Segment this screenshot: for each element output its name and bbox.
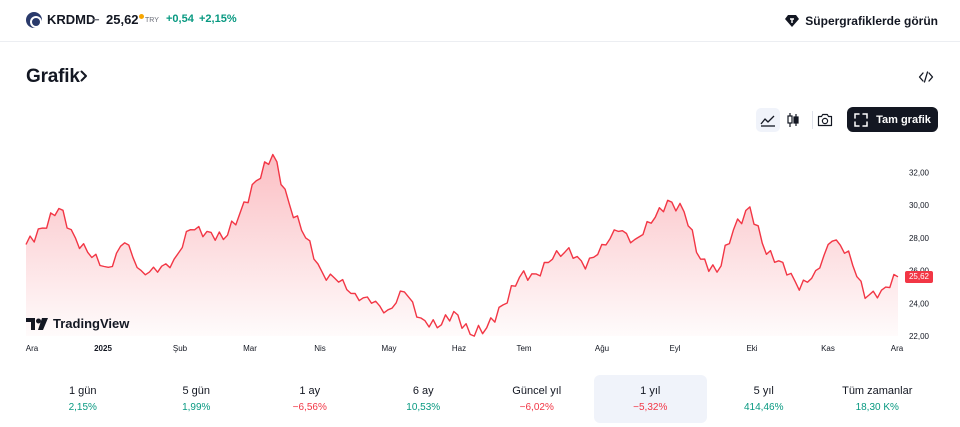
fullscreen-icon <box>854 112 868 127</box>
period-label: 1 yıl <box>640 385 661 397</box>
chevron-right-icon[interactable] <box>80 70 88 82</box>
y-tick-label: 30,00 <box>909 201 930 210</box>
x-tick-label: Mar <box>243 344 257 353</box>
x-tick-label: Şub <box>173 344 188 353</box>
period-label: Tüm zamanlar <box>842 385 913 397</box>
tradingview-watermark[interactable]: TradingView <box>26 316 129 331</box>
period-change: 1,99% <box>182 402 211 413</box>
period-tab[interactable]: 5 yıl 414,46% <box>707 375 821 423</box>
symbol-name[interactable]: KRDMD <box>47 12 96 27</box>
price-currency: TRY <box>145 17 159 24</box>
price-area-fill <box>26 154 898 337</box>
period-change: 414,46% <box>744 402 784 413</box>
period-tab[interactable]: 6 ay 10,53% <box>367 375 481 423</box>
x-tick-label: May <box>381 344 396 353</box>
x-tick-label: Eyl <box>669 344 680 353</box>
tradingview-logo-icon <box>26 317 48 330</box>
symbol-header: KRDMD − 25,62 TRY +0,54 +2,15% Süpergraf… <box>0 0 960 42</box>
period-label: 1 gün <box>68 385 97 397</box>
last-price: 25,62 <box>106 12 139 27</box>
period-tab[interactable]: 1 yıl −5,32% <box>593 375 707 423</box>
tradingview-watermark-label: TradingView <box>53 316 130 331</box>
period-label: 5 yıl <box>753 385 774 397</box>
period-tab[interactable]: Tüm zamanlar 18,30 K% <box>821 375 935 423</box>
period-change: 10,53% <box>406 402 441 413</box>
y-tick-label: 32,00 <box>909 169 930 178</box>
candles-chart-type-button[interactable] <box>781 108 805 132</box>
period-change: 18,30 K% <box>855 402 899 413</box>
area-chart-icon <box>760 115 775 127</box>
period-change: −6,02% <box>519 402 554 413</box>
period-change: −5,32% <box>633 402 668 413</box>
x-tick-label: Haz <box>452 344 466 353</box>
supercharts-link[interactable]: Süpergrafiklerde görün <box>785 12 938 30</box>
area-chart-type-button[interactable] <box>756 108 780 132</box>
x-tick-label: Eki <box>746 344 757 353</box>
price-change-percent: +2,15% <box>199 13 237 25</box>
period-tab[interactable]: Güncel yıl −6,02% <box>480 375 594 423</box>
x-tick-label: Tem <box>516 344 531 353</box>
period-tab[interactable]: 5 gün 1,99% <box>140 375 254 423</box>
price-change: +0,54 <box>166 13 194 25</box>
toolbar-divider <box>812 111 813 129</box>
period-label: 6 ay <box>412 385 434 397</box>
x-tick-label: Ara <box>26 344 39 353</box>
company-logo-icon <box>26 12 42 28</box>
x-tick-label: Kas <box>821 344 835 353</box>
section-title[interactable]: Grafik <box>26 66 80 87</box>
full-chart-button[interactable]: Tam grafik <box>847 107 938 132</box>
x-tick-label: Ağu <box>595 344 609 353</box>
symbol-separator: − <box>92 12 100 27</box>
market-status-dot-icon <box>139 14 144 19</box>
period-change: −6,56% <box>292 402 327 413</box>
y-tick-label: 28,00 <box>909 234 930 243</box>
period-tab[interactable]: 1 gün 2,15% <box>26 375 140 423</box>
performance-periods: 1 gün 2,15% 5 gün 1,99% 1 ay −6,56% 6 ay 10,53%… <box>26 375 934 423</box>
candlestick-icon <box>787 113 799 127</box>
period-change: 2,15% <box>68 402 97 413</box>
embed-code-icon[interactable] <box>918 69 934 85</box>
camera-icon <box>817 113 833 127</box>
period-label: 1 ay <box>299 385 321 397</box>
period-tab[interactable]: 1 ay −6,56% <box>253 375 367 423</box>
x-tick-label: 2025 <box>94 344 112 353</box>
period-label: Güncel yıl <box>512 385 562 397</box>
price-line <box>25 153 899 337</box>
x-axis: Ara 2025 Şub Mar Nis May Haz Tem Ağu Eyl Eki Kas Ara <box>26 344 904 353</box>
x-tick-label: Nis <box>314 344 326 353</box>
snapshot-button[interactable] <box>813 108 837 132</box>
supercharts-diamond-icon <box>785 15 800 27</box>
supercharts-link-label: Süpergrafiklerde görün <box>805 14 938 28</box>
full-chart-label: Tam grafik <box>876 113 931 126</box>
y-tick-label: 24,00 <box>909 299 930 308</box>
x-tick-label: Ara <box>891 344 904 353</box>
last-price-label: 25,62 <box>905 271 933 283</box>
y-tick-label: 22,00 <box>909 332 930 341</box>
period-label: 5 gün <box>182 385 211 397</box>
